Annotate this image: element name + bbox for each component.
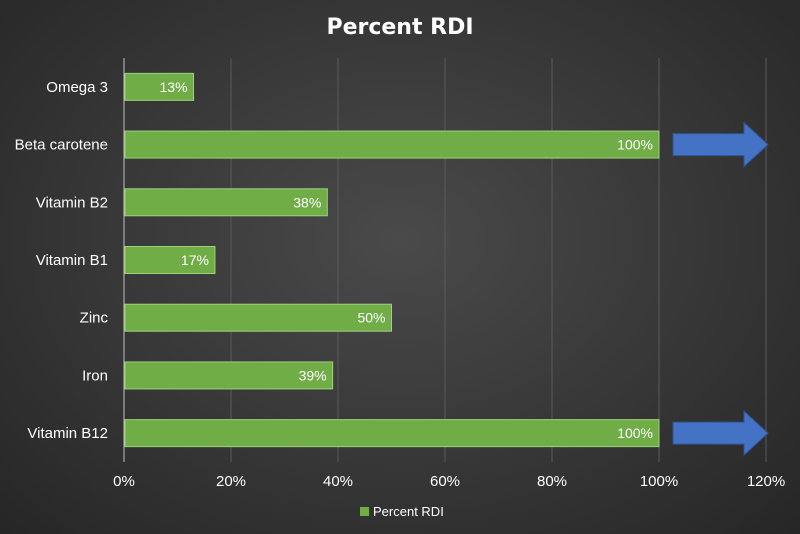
data-label-beta-carotene: 100%	[617, 137, 653, 153]
bar-vitamin-b1	[124, 246, 216, 274]
bar-vitamin-b12	[124, 419, 660, 448]
data-label-iron: 39%	[299, 367, 327, 383]
arrow-vitamin-b12	[672, 410, 769, 457]
bar-omega-3	[124, 72, 195, 101]
data-label-vitamin-b1: 17%	[181, 252, 209, 268]
x-tick-label-20: 20%	[216, 473, 246, 490]
bar-series	[124, 72, 660, 448]
x-tick-labels: 0% 20% 40% 60% 80% 100% 120%	[113, 473, 785, 490]
legend-label: Percent RDI	[373, 504, 444, 519]
x-tick-label-0: 0%	[113, 473, 135, 490]
data-label-vitamin-b2: 38%	[293, 194, 321, 210]
x-tick-label-100: 100%	[640, 473, 678, 490]
data-label-omega-3: 13%	[160, 79, 188, 95]
chart-title: Percent RDI	[326, 15, 473, 40]
category-labels: Omega 3 Beta carotene Vitamin B2 Vitamin B1…	[15, 79, 109, 442]
bar-beta-carotene	[124, 130, 660, 159]
data-label-zinc: 50%	[357, 310, 385, 326]
x-tick-label-120: 120%	[747, 473, 785, 490]
category-label-vitamin-b2: Vitamin B2	[36, 194, 108, 211]
data-label-vitamin-b12: 100%	[617, 425, 653, 441]
legend: Percent RDI	[360, 504, 444, 519]
legend-swatch	[360, 507, 369, 516]
category-label-beta-carotene: Beta carotene	[15, 137, 108, 154]
data-labels: 13% 100% 38% 17% 50% 39% 100%	[160, 79, 653, 441]
bar-vitamin-b2	[124, 188, 328, 217]
x-tick-label-40: 40%	[323, 473, 353, 490]
x-tick-label-80: 80%	[537, 473, 567, 490]
bar-zinc	[124, 303, 392, 332]
category-label-vitamin-b12: Vitamin B12	[27, 425, 108, 442]
category-label-iron: Iron	[82, 367, 108, 384]
category-label-zinc: Zinc	[80, 310, 109, 327]
arrow-beta-carotene	[672, 121, 769, 168]
category-label-omega-3: Omega 3	[46, 79, 108, 96]
x-tick-label-60: 60%	[430, 473, 460, 490]
category-label-vitamin-b1: Vitamin B1	[36, 252, 108, 269]
annotation-arrows	[672, 121, 769, 457]
gridlines	[123, 58, 767, 462]
bar-iron	[124, 361, 334, 390]
